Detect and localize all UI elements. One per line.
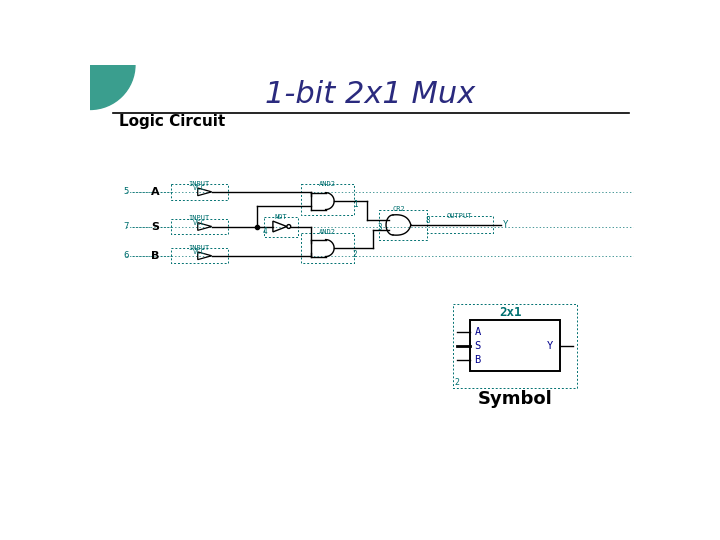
Text: Y: Y [503, 220, 508, 230]
Text: A: A [150, 187, 159, 197]
Text: 6: 6 [124, 251, 129, 260]
Text: S: S [474, 341, 481, 351]
Text: 8: 8 [426, 217, 431, 225]
Text: INPUT: INPUT [189, 215, 210, 221]
Text: 1-bit 2x1 Mux: 1-bit 2x1 Mux [266, 79, 476, 109]
Text: 5: 5 [124, 187, 129, 197]
Bar [469, 320, 559, 372]
Text: A: A [474, 327, 481, 336]
Text: B: B [474, 355, 481, 365]
Text: 1: 1 [353, 200, 357, 209]
Text: 2: 2 [353, 251, 357, 259]
Text: OUTPUT: OUTPUT [447, 213, 472, 219]
Text: 2x1: 2x1 [500, 306, 522, 319]
Text: VCC: VCC [193, 185, 206, 191]
Text: Logic Circuit: Logic Circuit [120, 113, 225, 129]
Circle shape [45, 20, 135, 110]
Text: VCC: VCC [193, 220, 206, 226]
Text: 4: 4 [263, 227, 267, 236]
Text: Y: Y [547, 341, 554, 351]
Text: B: B [151, 251, 159, 261]
Text: CR2: CR2 [393, 206, 405, 212]
Text: NOT: NOT [274, 214, 287, 220]
Text: INPUT: INPUT [189, 181, 210, 187]
Text: 7: 7 [124, 222, 129, 231]
Text: S: S [151, 221, 159, 232]
Text: INPUT: INPUT [189, 245, 210, 251]
Text: 2: 2 [454, 378, 459, 387]
Text: AND2: AND2 [319, 181, 336, 187]
Text: VCC: VCC [193, 249, 206, 255]
Text: 3: 3 [377, 224, 382, 232]
Text: AND2: AND2 [319, 229, 336, 235]
Text: Symbol: Symbol [477, 389, 552, 408]
